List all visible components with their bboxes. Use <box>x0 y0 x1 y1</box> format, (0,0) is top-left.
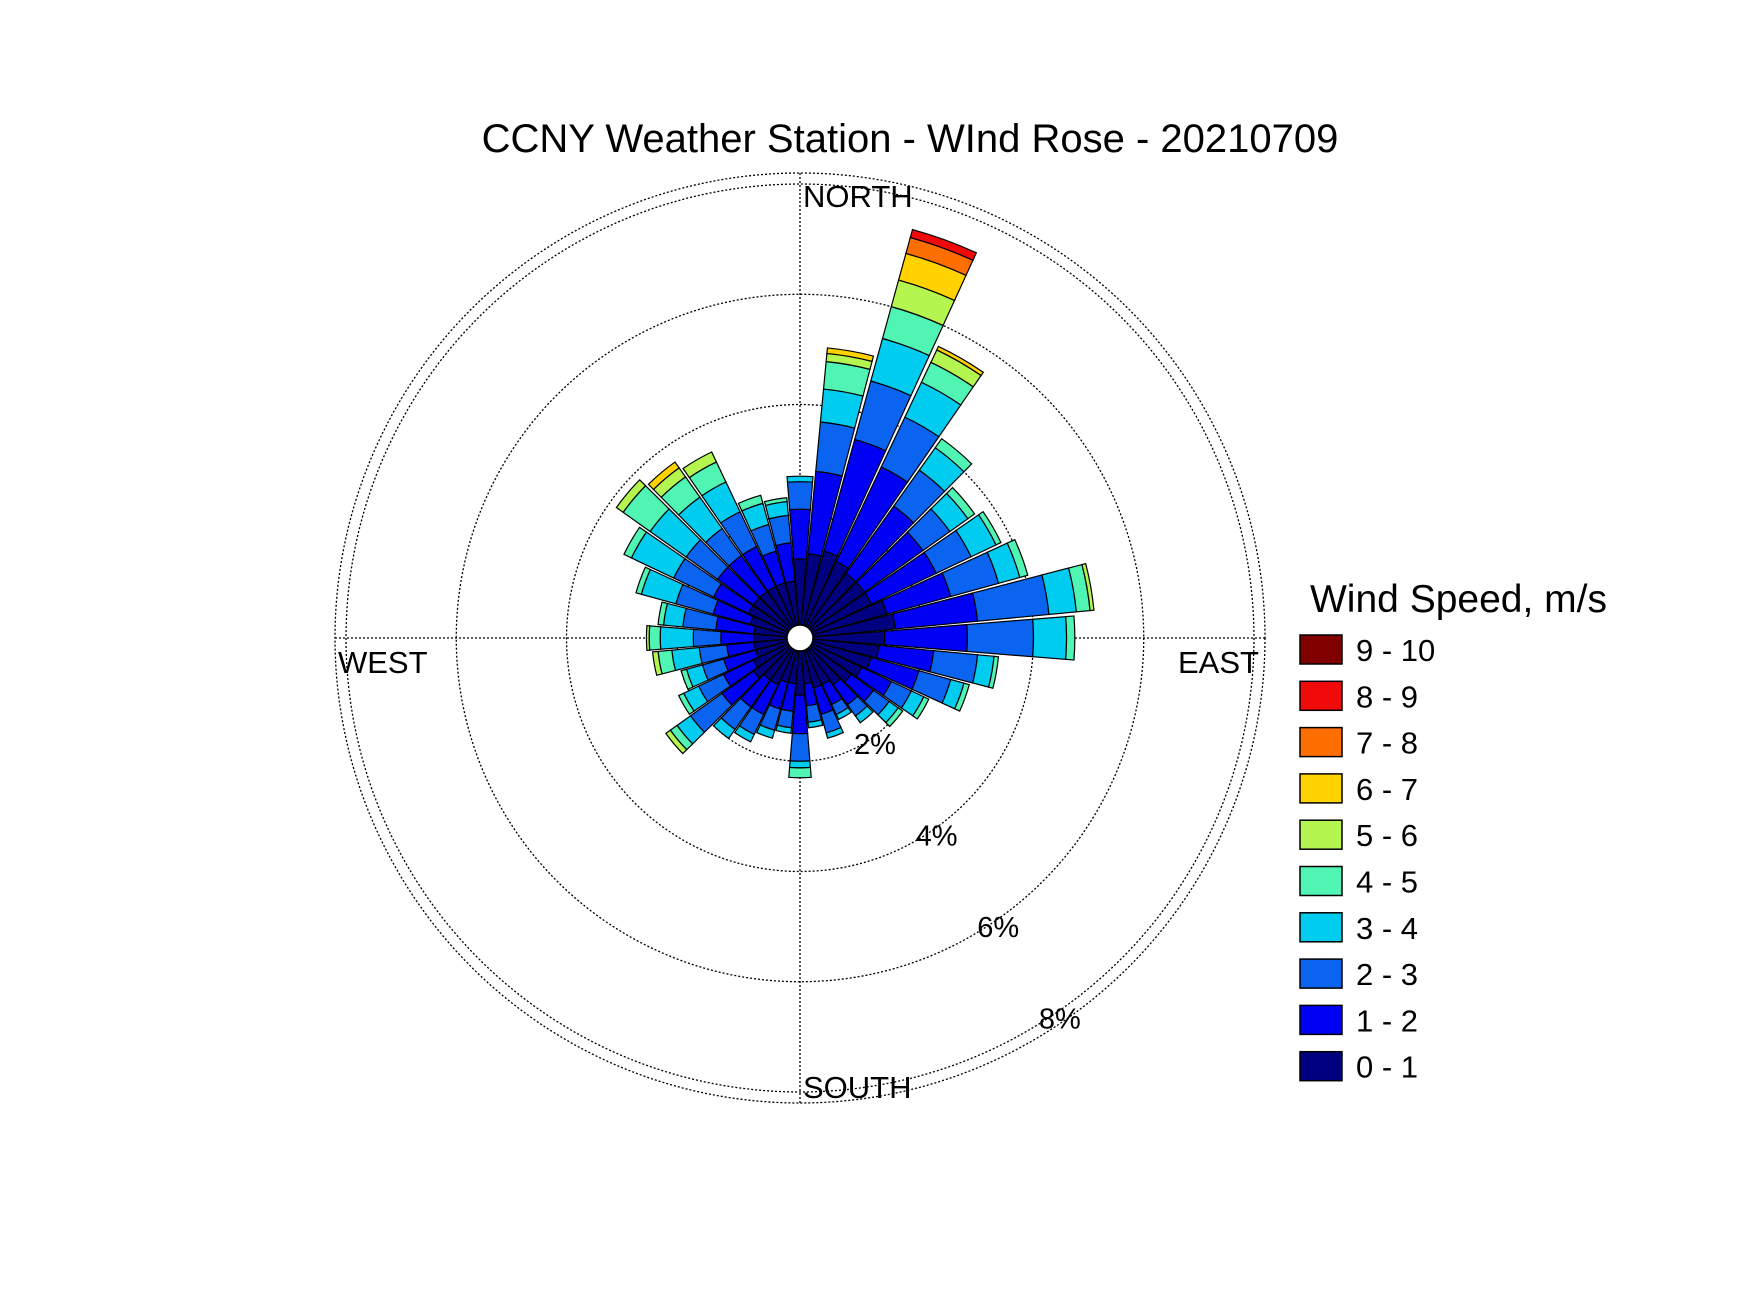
grid-ring-8 <box>345 183 1255 1093</box>
wedge-dir-100-bin-4 <box>987 655 1000 689</box>
legend-swatch-3 <box>1299 773 1343 804</box>
wedge-dir-270-bin-5 <box>645 625 651 651</box>
wedge-dir-180-bin-4 <box>788 766 812 779</box>
wedge-dir-250-bin-4 <box>680 668 694 691</box>
legend-label-0: 9 - 10 <box>1356 633 1435 668</box>
wedge-dir-240-bin-4 <box>677 692 695 716</box>
compass-west-label: WEST <box>338 645 428 680</box>
compass-north-label: NORTH <box>803 179 913 214</box>
legend-swatch-4 <box>1299 819 1343 850</box>
legend-swatch-9 <box>1299 1050 1343 1082</box>
legend: 9 - 10 8 - 9 7 - 8 6 - 7 5 - 6 4 - 5 3 - 4 2 - … <box>1299 633 1435 1085</box>
wedge-dir-0-bin-1 <box>789 508 811 560</box>
wedge-dir-350-bin-4 <box>763 497 788 507</box>
wedge-dir-320-bin-6 <box>647 461 680 491</box>
legend-label-1: 8 - 9 <box>1356 679 1418 714</box>
chart-title: CCNY Weather Station - WInd Rose - 20210… <box>482 117 1339 161</box>
legend-label-8: 1 - 2 <box>1356 1003 1418 1038</box>
wedge-dir-80-bin-5 <box>1081 562 1095 612</box>
wedge-dir-130-bin-4 <box>884 706 904 728</box>
wedge-dir-190-bin-3 <box>775 724 793 734</box>
wedge-dir-330-bin-5 <box>682 451 718 479</box>
wedge-dir-270-bin-4 <box>648 625 662 651</box>
compass-east-label: EAST <box>1178 645 1259 680</box>
legend-label-7: 2 - 3 <box>1356 957 1418 992</box>
wedge-dir-90-bin-2 <box>966 618 1035 658</box>
wedge-dir-310-bin-5 <box>615 479 647 514</box>
wedge-dir-90-bin-4 <box>1065 615 1076 661</box>
legend-swatch-0 <box>1299 634 1343 665</box>
legend-swatch-5 <box>1299 865 1343 897</box>
wedge-dir-70-bin-4 <box>1006 538 1029 579</box>
wedge-dir-110-bin-4 <box>953 682 971 712</box>
wedge-dir-120-bin-4 <box>911 695 930 720</box>
wedge-dir-270-bin-3 <box>659 626 695 650</box>
wedge-dir-40-bin-4 <box>934 437 973 473</box>
wedge-dir-220-bin-3 <box>712 717 736 740</box>
wedge-dir-160-bin-3 <box>825 726 845 739</box>
wedge-dir-210-bin-3 <box>733 724 756 743</box>
ring-label-2: 2% <box>854 729 896 761</box>
wedge-dir-180-bin-2 <box>789 732 811 762</box>
ring-label-6: 6% <box>977 912 1019 944</box>
wedge-dir-30-bin-6 <box>936 345 985 377</box>
legend-label-2: 7 - 8 <box>1356 726 1418 761</box>
wedge-dir-290-bin-4 <box>635 566 652 596</box>
legend-label-6: 3 - 4 <box>1356 911 1418 946</box>
wedge-dir-270-bin-2 <box>692 628 722 648</box>
legend-swatch-2 <box>1299 726 1343 758</box>
wedge-dir-0-bin-2 <box>786 481 814 511</box>
legend-label-9: 0 - 1 <box>1356 1050 1418 1085</box>
wedge-dir-340-bin-4 <box>737 494 764 512</box>
wedge-dir-150-bin-3 <box>835 706 853 721</box>
wedge-dir-260-bin-5 <box>651 650 663 677</box>
wedge-dir-90-bin-3 <box>1032 615 1068 661</box>
ring-label-4: 4% <box>916 821 958 853</box>
wedge-dir-60-bin-4 <box>977 510 1002 546</box>
wedge-dir-300-bin-4 <box>623 526 648 559</box>
wedge-dir-200-bin-3 <box>755 724 776 739</box>
wedge-dir-180-bin-3 <box>788 760 812 769</box>
wedge-dir-230-bin-5 <box>665 729 688 755</box>
compass-south-label: SOUTH <box>803 1070 912 1105</box>
wedge-dir-170-bin-3 <box>807 719 824 729</box>
legend-swatch-8 <box>1299 1004 1343 1036</box>
legend-swatch-7 <box>1299 958 1343 989</box>
legend-title: Wind Speed, m/s <box>1310 578 1607 621</box>
legend-label-4: 5 - 6 <box>1356 818 1418 853</box>
legend-label-5: 4 - 5 <box>1356 865 1418 900</box>
wedge-dir-10-bin-6 <box>826 347 875 363</box>
wedge-dir-20-bin-8 <box>909 228 978 262</box>
center-hole <box>786 624 814 652</box>
wedge-dir-280-bin-4 <box>657 601 669 626</box>
legend-swatch-1 <box>1299 680 1343 712</box>
legend-swatch-6 <box>1299 912 1343 943</box>
legend-label-3: 6 - 7 <box>1356 772 1418 807</box>
wedge-dir-140-bin-3 <box>854 705 874 724</box>
wind-sectors <box>615 228 1095 779</box>
ring-labels: 2% 4% 6% 8% <box>854 729 1081 1035</box>
ring-label-8: 8% <box>1039 1003 1081 1035</box>
wedge-dir-50-bin-4 <box>945 486 976 520</box>
wedge-dir-0-bin-3 <box>786 475 814 483</box>
